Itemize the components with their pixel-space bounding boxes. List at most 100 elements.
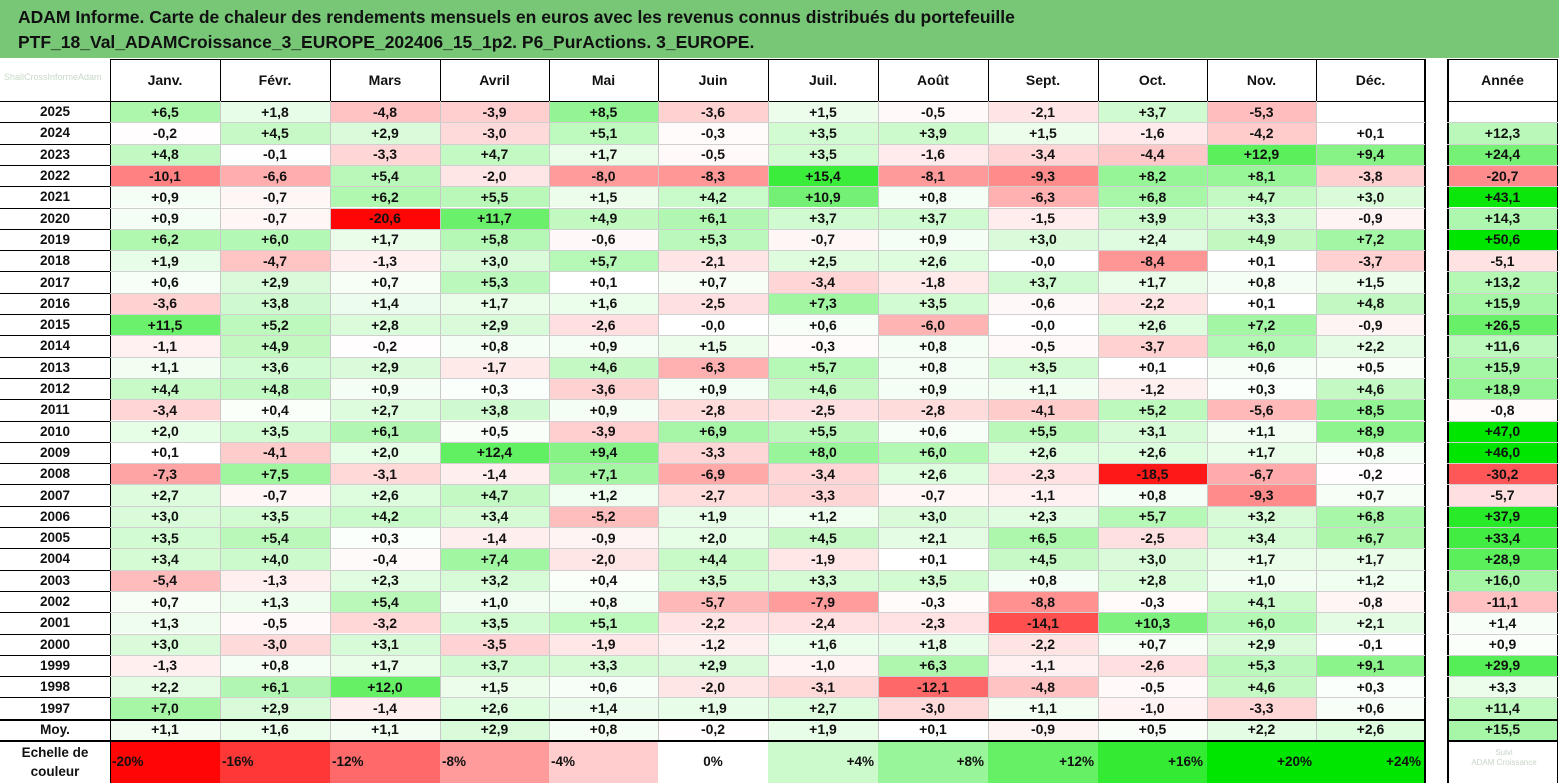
heatmap-cell: -1,0: [1098, 697, 1207, 719]
heatmap-cell: -1,6: [878, 143, 988, 165]
row-gridline: [110, 399, 1425, 400]
average-cell: +0,8: [549, 718, 658, 740]
heatmap-cell: +4,2: [330, 505, 440, 527]
year-label: 2011: [0, 399, 110, 421]
heatmap-cell: [1316, 101, 1425, 123]
row-gridline: [0, 229, 110, 230]
heatmap-cell: +6,3: [878, 654, 988, 677]
heatmap-cell: +8,5: [549, 101, 658, 123]
legend-swatch: -4%: [549, 740, 658, 783]
heatmap-cell: +0,1: [549, 271, 658, 293]
heatmap-cell: +2,4: [1098, 228, 1207, 251]
heatmap-cell: +6,8: [1098, 186, 1207, 208]
column-gridline: [330, 101, 331, 740]
heatmap-cell: +5,4: [220, 527, 330, 549]
heatmap-cell: +3,5: [878, 292, 988, 314]
heatmap-cell: -1,6: [1098, 122, 1207, 144]
heatmap-cell: +5,1: [549, 122, 658, 144]
heatmap-cell: +3,9: [1098, 207, 1207, 229]
heatmap-cell: +2,0: [330, 441, 440, 464]
heatmap-cell: +0,7: [110, 590, 220, 613]
row-gridline: [0, 357, 110, 358]
heatmap-cell: -0,3: [878, 590, 988, 613]
legend-swatch: +20%: [1207, 740, 1316, 783]
heatmap-cell: -0,3: [658, 122, 768, 144]
row-gridline: [110, 463, 1425, 464]
annual-cell: +12,3: [1447, 122, 1558, 144]
heatmap-cell: -3,4: [110, 399, 220, 421]
heatmap-cell: +5,3: [440, 271, 549, 293]
row-gridline: [1447, 548, 1558, 549]
heatmap-cell: +6,7: [1316, 527, 1425, 549]
column-divider: [1316, 59, 1317, 101]
row-gridline: [110, 271, 1425, 272]
heatmap-cell: +5,5: [768, 420, 878, 442]
heatmap-cell: +6,2: [330, 186, 440, 208]
heatmap-cell: +6,0: [1207, 612, 1316, 634]
heatmap-cell: +8,0: [768, 441, 878, 464]
heatmap-cell: +5,2: [1098, 399, 1207, 421]
heatmap-cell: +1,8: [220, 101, 330, 123]
average-top-border: [1447, 719, 1558, 721]
month-header: Mai: [549, 59, 658, 101]
heatmap-cell: +5,3: [1207, 654, 1316, 677]
heatmap-cell: +2,9: [658, 654, 768, 677]
year-label: 2015: [0, 314, 110, 336]
heatmap-cell: +0,6: [1207, 356, 1316, 378]
row-gridline: [110, 144, 1425, 145]
heatmap-cell: +4,7: [440, 143, 549, 165]
heatmap-cell: +3,5: [878, 569, 988, 591]
heatmap-cell: +6,1: [220, 676, 330, 698]
column-divider: [878, 59, 879, 101]
legend-swatch: +4%: [768, 740, 878, 783]
column-divider: [658, 59, 659, 101]
heatmap-cell: +1,0: [440, 590, 549, 613]
heatmap-cell: +9,1: [1316, 654, 1425, 677]
annual-cell: -5,7: [1447, 484, 1558, 506]
heatmap-cell: -3,1: [768, 676, 878, 698]
heatmap-cell: -1,4: [440, 527, 549, 549]
year-label: 2003: [0, 569, 110, 591]
heatmap-cell: +0,1: [1207, 250, 1316, 272]
heatmap-cell: -1,1: [988, 654, 1098, 677]
row-gridline: [0, 655, 110, 656]
row-gridline: [110, 676, 1425, 677]
heatmap-cell: -0,9: [1316, 207, 1425, 229]
heatmap-cell: +4,8: [110, 143, 220, 165]
month-header: Juin: [658, 59, 768, 101]
row-gridline: [110, 697, 1425, 698]
heatmap-cell: +4,9: [220, 335, 330, 357]
heatmap-cell: -0,9: [549, 527, 658, 549]
table-top-border: [110, 59, 1425, 60]
month-header: Nov.: [1207, 59, 1316, 101]
column-gridline: [440, 101, 441, 740]
annual-cell: +0,9: [1447, 633, 1558, 655]
heatmap-cell: -5,6: [1207, 399, 1316, 421]
heatmap-cell: +7,0: [110, 697, 220, 719]
heatmap-cell: +3,0: [110, 505, 220, 527]
heatmap-cell: +6,2: [110, 228, 220, 251]
row-gridline: [110, 357, 1425, 358]
heatmap-cell: +1,1: [988, 377, 1098, 400]
heatmap-cell: +2,5: [768, 250, 878, 272]
row-gridline: [1447, 634, 1558, 635]
heatmap-cell: +1,6: [549, 292, 658, 314]
annual-cell: +26,5: [1447, 314, 1558, 336]
heatmap-cell: +3,9: [878, 122, 988, 144]
heatmap-cell: +2,9: [330, 356, 440, 378]
heatmap-cell: +2,3: [330, 569, 440, 591]
heatmap-cell: -1,4: [440, 463, 549, 485]
row-gridline: [1447, 293, 1558, 294]
average-cell: -0,2: [658, 718, 768, 740]
heatmap-cell: +3,8: [220, 292, 330, 314]
heatmap-cell: -0,7: [220, 207, 330, 229]
legend-swatch: +24%: [1316, 740, 1425, 783]
heatmap-cell: +2,1: [878, 527, 988, 549]
average-cell: +2,9: [440, 718, 549, 740]
column-gridline: [768, 101, 769, 740]
heatmap-cell: -20,6: [330, 207, 440, 229]
year-label: 2025: [0, 101, 110, 123]
heatmap-cell: +3,0: [878, 505, 988, 527]
heatmap-cell: +7,4: [440, 548, 549, 570]
